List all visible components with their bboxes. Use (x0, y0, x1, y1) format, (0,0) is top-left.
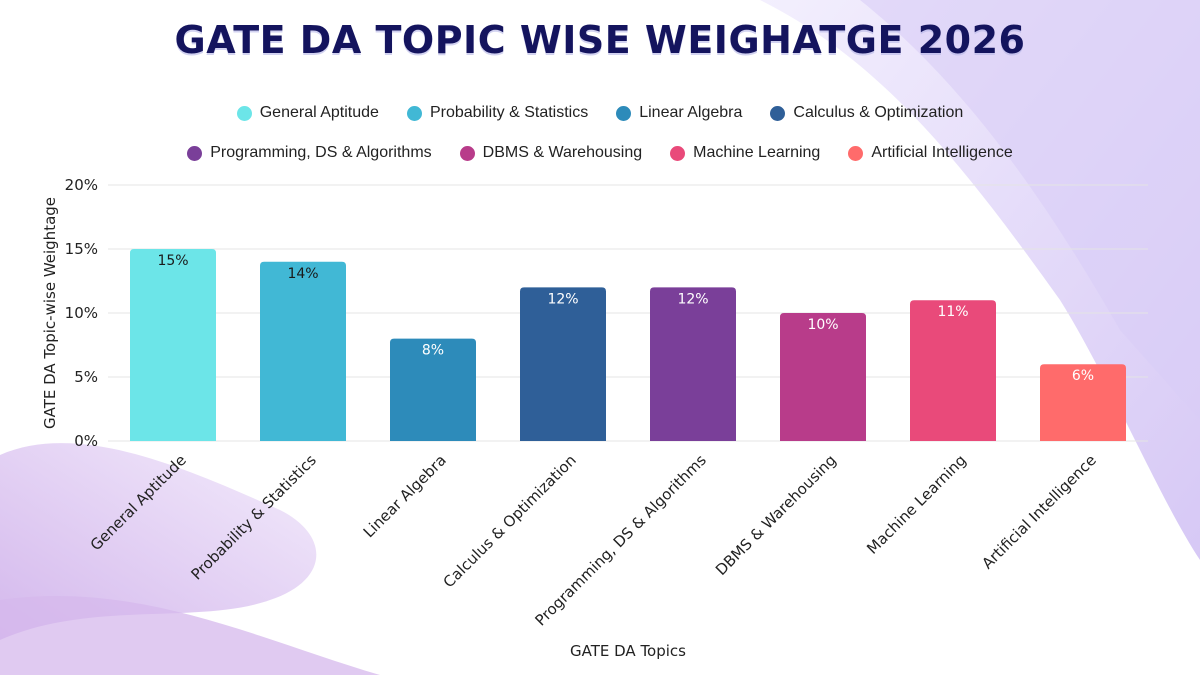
legend-item: Machine Learning (670, 144, 820, 162)
legend-item: General Aptitude (236, 104, 379, 122)
legend-item: DBMS & Warehousing (459, 144, 643, 162)
data-label: 6% (1072, 368, 1094, 384)
x-tick-label: Machine Learning (863, 451, 970, 558)
bar (1040, 364, 1126, 441)
data-label: 10% (807, 317, 838, 333)
x-tick-label: Calculus & Optimization (440, 451, 580, 591)
legend-row-1: General Aptitude Probability & Statistic… (0, 104, 1200, 122)
bar (780, 313, 866, 441)
legend-label: Programming, DS & Algorithms (210, 144, 432, 161)
y-tick-label: 15% (65, 240, 98, 258)
legend-swatch (848, 145, 864, 161)
y-tick-label: 10% (65, 304, 98, 322)
legend-label: Probability & Statistics (429, 104, 589, 121)
data-label: 12% (547, 291, 578, 307)
x-axis-title: GATE DA Topics (570, 642, 686, 660)
legend-item: Calculus & Optimization (770, 104, 963, 122)
x-tick-label: Artificial Intelligence (978, 451, 1099, 572)
legend-swatch (670, 145, 686, 161)
legend-label: Machine Learning (693, 144, 821, 161)
data-label: 8% (422, 343, 444, 359)
legend-label: Calculus & Optimization (793, 104, 964, 121)
bar (910, 300, 996, 441)
data-label: 14% (287, 266, 318, 282)
bg-swoosh-bottom (0, 596, 380, 675)
legend-swatch (770, 105, 786, 121)
legend-label: Artificial Intelligence (871, 144, 1013, 161)
legend-swatch (406, 105, 422, 121)
legend-swatch (187, 145, 203, 161)
legend-label: DBMS & Warehousing (482, 144, 643, 161)
bar (650, 287, 736, 441)
legend-item: Linear Algebra (616, 104, 742, 122)
x-tick-label: Linear Algebra (360, 451, 450, 541)
y-tick-label: 0% (74, 432, 98, 450)
legend-item: Probability & Statistics (406, 104, 589, 122)
y-axis-title: GATE DA Topic-wise Weightage (41, 197, 59, 429)
legend-label: Linear Algebra (639, 104, 743, 121)
legend-swatch (459, 145, 475, 161)
bar (520, 287, 606, 441)
legend-row-2: Programming, DS & Algorithms DBMS & Ware… (0, 144, 1200, 162)
bg-swoosh-top-right-inner (860, 0, 1200, 420)
legend-swatch (616, 105, 632, 121)
data-label: 11% (937, 304, 968, 320)
data-label: 12% (677, 291, 708, 307)
x-tick-label: DBMS & Warehousing (712, 451, 840, 579)
bg-swoosh-bottom-left (0, 443, 317, 640)
x-tick-label: General Aptitude (87, 451, 190, 554)
legend-item: Artificial Intelligence (848, 144, 1013, 162)
chart-title: GATE DA TOPIC WISE WEIGHATGE 2026 (174, 18, 1026, 62)
legend-label: General Aptitude (259, 104, 379, 121)
legend-swatch (236, 105, 252, 121)
bar (130, 249, 216, 441)
y-tick-label: 20% (65, 176, 98, 194)
bar (390, 338, 476, 441)
data-label: 15% (157, 253, 188, 269)
y-tick-label: 5% (74, 368, 98, 386)
legend-item: Programming, DS & Algorithms (187, 144, 432, 162)
x-tick-label: Probability & Statistics (188, 451, 320, 583)
bar (260, 261, 346, 441)
